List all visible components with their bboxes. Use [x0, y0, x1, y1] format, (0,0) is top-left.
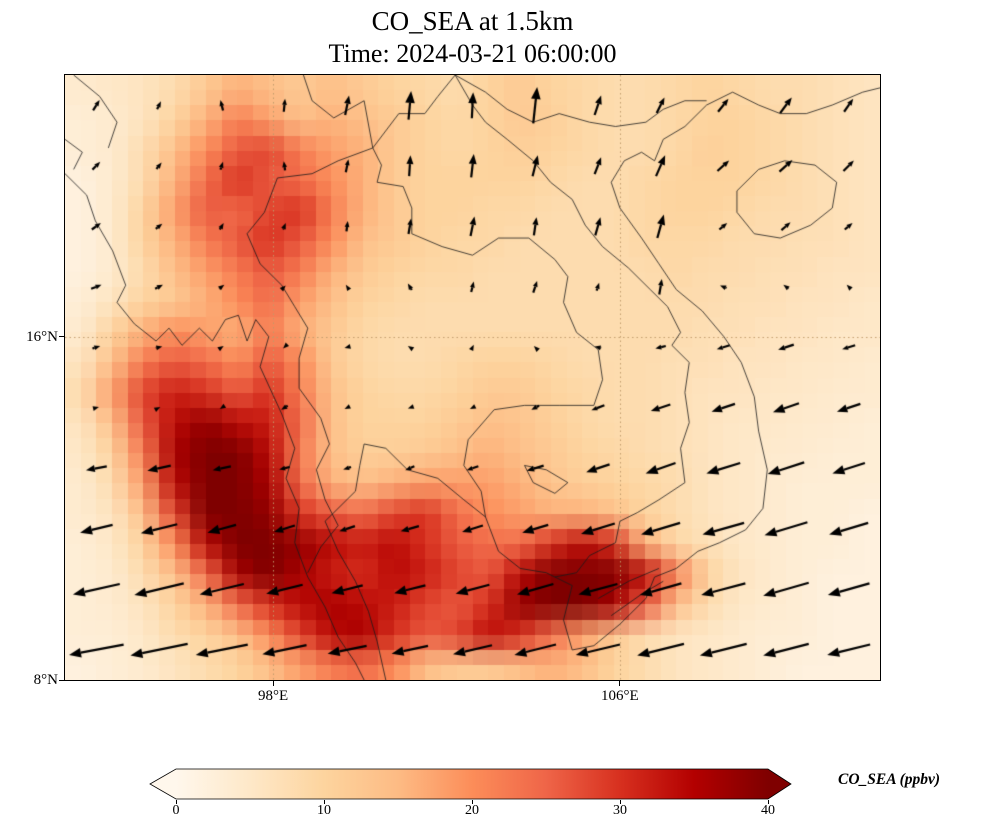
x-axis-tick-label-106e: 106°E [601, 688, 639, 704]
colorbar-tick-label-0: 0 [172, 803, 180, 818]
colorbar-tick-mark [175, 800, 177, 804]
figure-title: CO_SEA at 1.5km [371, 6, 574, 36]
colorbar-tick-mark [471, 800, 473, 804]
colorbar [149, 768, 792, 800]
y-axis-tick-label-8n: 8°N [33, 672, 58, 688]
co-heatmap-quiver-canvas [65, 75, 880, 680]
map-plot-area [64, 74, 881, 681]
x-axis-tick-mark [272, 680, 274, 686]
colorbar-tick-label-10: 10 [317, 803, 331, 818]
y-axis-tick-mark [59, 336, 65, 338]
colorbar-tick-mark [323, 800, 325, 804]
colorbar-title: CO_SEA (ppbv) [838, 771, 941, 788]
colorbar-tick-mark [767, 800, 769, 804]
colorbar-tick-mark [619, 800, 621, 804]
figure-subtitle-time: Time: 2024-03-21 06:00:00 [328, 39, 617, 68]
colorbar-tick-label-30: 30 [613, 803, 627, 818]
colorbar-gradient [149, 768, 792, 800]
colorbar-tick-label-20: 20 [465, 803, 479, 818]
x-axis-tick-mark [619, 680, 621, 686]
y-axis-tick-mark [59, 679, 65, 681]
figure-title-block: CO_SEA at 1.5km Time: 2024-03-21 06:00:0… [65, 4, 880, 70]
y-axis-tick-label-16n: 16°N [26, 328, 58, 345]
x-axis-tick-label-98e: 98°E [257, 688, 289, 704]
colorbar-tick-label-40: 40 [761, 803, 775, 818]
